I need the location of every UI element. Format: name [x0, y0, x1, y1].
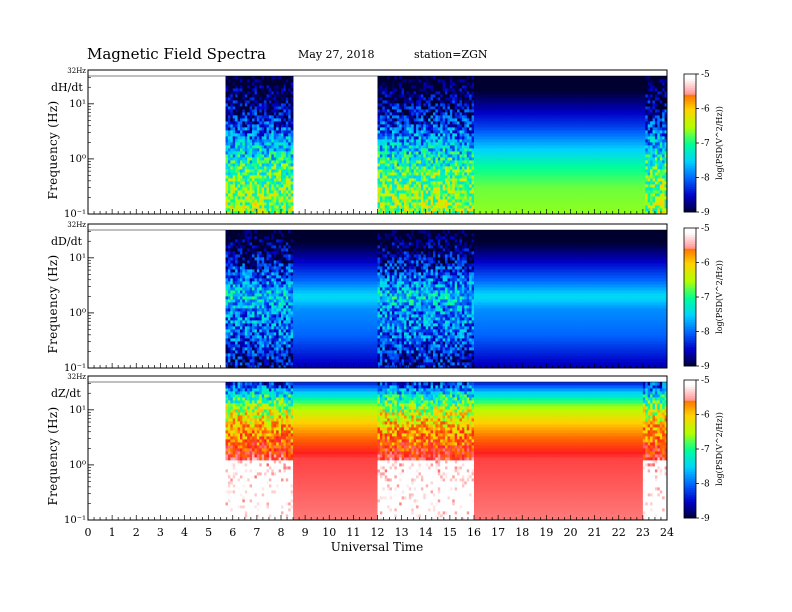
x-tick-label: 2	[133, 526, 140, 539]
x-axis-label: Universal Time	[331, 540, 424, 554]
x-tick-label: 0	[85, 526, 92, 539]
spectrogram-1	[225, 76, 668, 215]
data-block	[474, 76, 646, 215]
data-block	[474, 382, 644, 521]
data-block	[377, 76, 441, 215]
x-tick-label: 18	[515, 526, 529, 539]
data-block	[642, 382, 668, 521]
station-label: station=ZGN	[414, 48, 488, 61]
x-tick-label: 7	[253, 526, 260, 539]
x-tick-label: 8	[278, 526, 285, 539]
x-tick-label: 4	[181, 526, 188, 539]
x-tick-label: 12	[371, 526, 385, 539]
y-tick-label: 10⁰	[69, 460, 86, 471]
panel-label: dD/dt	[51, 235, 83, 248]
x-tick-label: 3	[157, 526, 164, 539]
data-block	[225, 76, 294, 215]
figure-title: Magnetic Field Spectra	[87, 45, 266, 63]
spectrogram-2	[225, 230, 668, 369]
spectrogram-3	[225, 382, 668, 521]
top-frequency-label: 32Hz	[67, 221, 86, 229]
colorbar-tick: -9	[701, 514, 710, 524]
data-block	[293, 382, 378, 521]
y-axis-label: Frequency (Hz)	[46, 100, 60, 199]
x-tick-label: 11	[346, 526, 360, 539]
x-tick-label: 21	[588, 526, 602, 539]
x-tick-label: 5	[205, 526, 212, 539]
colorbar-3: -5 -6 -7 -8 -9 log(PSD(V^2/Hz))	[683, 376, 724, 524]
y-axis-3: 10⁻¹ 10⁰ 10¹	[64, 383, 94, 526]
y-tick-label: 10⁰	[69, 154, 86, 165]
x-tick-label: 16	[467, 526, 481, 539]
data-block	[440, 76, 475, 215]
y-tick-label: 10¹	[69, 99, 86, 110]
colorbar-label: log(PSD(V^2/Hz))	[715, 412, 724, 486]
colorbar-tick: -8	[701, 328, 710, 338]
x-tick-label: 24	[660, 526, 674, 539]
colorbar-tick: -7	[701, 293, 710, 303]
colorbar-tick: -5	[701, 70, 710, 80]
x-tick-label: 15	[443, 526, 457, 539]
data-block	[225, 230, 294, 369]
colorbar-tick: -8	[701, 174, 710, 184]
panel-label: dZ/dt	[51, 387, 81, 400]
colorbar-tick: -9	[701, 208, 710, 218]
colorbar-label: log(PSD(V^2/Hz))	[715, 106, 724, 180]
x-tick-label: 23	[636, 526, 650, 539]
x-tick-label: 6	[229, 526, 236, 539]
y-tick-label: 10¹	[69, 405, 86, 416]
colorbar-tick: -6	[701, 259, 710, 269]
data-block	[474, 230, 668, 369]
colorbar-tick: -6	[701, 105, 710, 115]
data-block	[645, 76, 668, 215]
data-block	[377, 230, 475, 369]
x-tick-label: 13	[395, 526, 409, 539]
y-axis-1: 10⁻¹ 10⁰ 10¹	[64, 77, 94, 220]
data-block	[293, 230, 378, 369]
x-tick-label: 19	[539, 526, 553, 539]
colorbar-1: -5 -6 -7 -8 -9 log(PSD(V^2/Hz))	[683, 70, 724, 218]
x-tick-label: 22	[612, 526, 626, 539]
colorbar-tick: -9	[701, 362, 710, 372]
x-tick-label: 17	[491, 526, 505, 539]
colorbar-tick: -8	[701, 480, 710, 490]
colorbar-tick: -7	[701, 445, 710, 455]
colorbar-tick: -5	[701, 224, 710, 234]
y-tick-label: 10⁰	[69, 308, 86, 319]
y-tick-label: 10⁻¹	[64, 363, 86, 374]
y-axis-label: Frequency (Hz)	[46, 254, 60, 353]
y-tick-label: 10¹	[69, 253, 86, 264]
x-tick-label: 14	[419, 526, 433, 539]
y-tick-label: 10⁻¹	[64, 515, 86, 526]
colorbar-label: log(PSD(V^2/Hz))	[715, 260, 724, 334]
colorbar-tick: -6	[701, 411, 710, 421]
colorbar-2: -5 -6 -7 -8 -9 log(PSD(V^2/Hz))	[683, 224, 724, 372]
colorbar-tick: -7	[701, 139, 710, 149]
data-block	[225, 382, 267, 521]
top-frequency-label: 32Hz	[67, 373, 86, 381]
data-block	[377, 382, 441, 521]
top-frequency-label: 32Hz	[67, 67, 86, 75]
colorbar-tick: -5	[701, 376, 710, 386]
x-tick-label: 20	[564, 526, 578, 539]
x-tick-label: 9	[302, 526, 309, 539]
x-axis: 0 1 2 3 4 5 6 7 8 9 10 11 12 13 14 15 16 17 18 19 20 21 22 23 24	[85, 526, 675, 539]
data-block	[266, 382, 294, 521]
date-label: May 27, 2018	[298, 48, 375, 61]
y-tick-label: 10⁻¹	[64, 209, 86, 220]
data-block	[440, 382, 475, 521]
panel-label: dH/dt	[51, 81, 83, 94]
y-axis-2: 10⁻¹ 10⁰ 10¹	[64, 231, 94, 374]
y-axis-label: Frequency (Hz)	[46, 406, 60, 505]
x-tick-label: 1	[109, 526, 116, 539]
x-tick-label: 10	[322, 526, 336, 539]
